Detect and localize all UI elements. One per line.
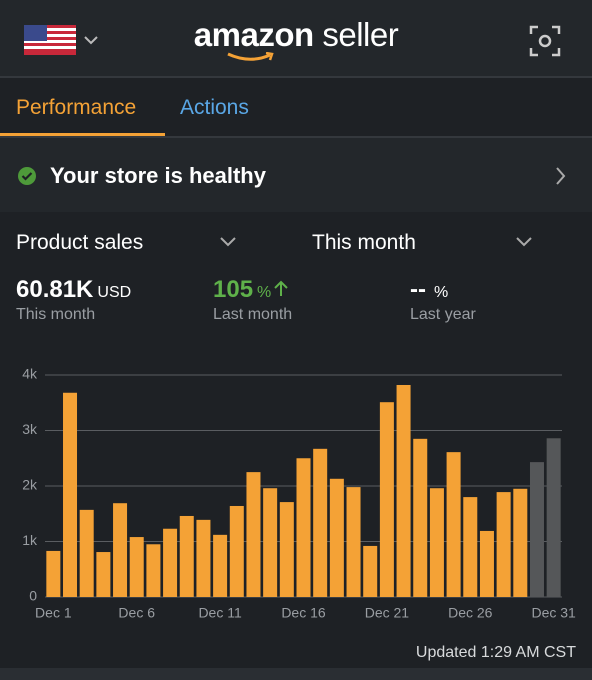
unit: USD xyxy=(97,284,132,301)
bar xyxy=(496,492,511,597)
y-tick-label: 1k xyxy=(22,532,38,548)
bar xyxy=(396,384,411,597)
updated-time: Updated 1:29 AM CST xyxy=(415,644,576,661)
bar xyxy=(546,438,561,597)
bar xyxy=(363,545,378,597)
tab[interactable]: Actions xyxy=(180,96,249,119)
unit: % xyxy=(433,284,449,301)
bottom-bar xyxy=(0,668,592,680)
metric-value: 105% xyxy=(213,276,289,304)
bar xyxy=(429,488,444,597)
period-selector[interactable]: This month xyxy=(312,231,416,254)
bar xyxy=(313,448,328,597)
x-tick-label: Dec 31 xyxy=(531,605,576,621)
logo-suffix: seller xyxy=(322,16,399,53)
logo-smile xyxy=(227,52,274,61)
bar xyxy=(229,505,244,597)
x-tick-label: Dec 26 xyxy=(448,605,493,621)
y-tick-label: 0 xyxy=(29,588,37,604)
unit: % xyxy=(257,284,272,301)
bar xyxy=(529,462,544,597)
sales-chart: 0 1k 2k 3k 4k Dec 1 Dec 6 Dec 11 Dec 16 Dec 21 Dec… xyxy=(22,366,576,621)
metric-label: Last month xyxy=(213,306,293,323)
bar xyxy=(379,402,394,597)
bar xyxy=(113,503,128,597)
x-tick-label: Dec 21 xyxy=(365,605,410,621)
bar xyxy=(79,509,94,597)
x-tick-label: Dec 11 xyxy=(198,605,242,621)
bar xyxy=(479,530,494,597)
country-selector[interactable] xyxy=(24,25,102,57)
value: 60.81K xyxy=(16,276,94,303)
bar xyxy=(346,487,361,597)
tab-indicator xyxy=(0,133,165,136)
bar xyxy=(213,534,228,597)
chevron xyxy=(556,167,566,185)
top-bar: amazon seller xyxy=(0,0,592,78)
bar xyxy=(179,515,194,597)
bar xyxy=(163,528,178,597)
bar xyxy=(263,488,278,597)
bar xyxy=(63,392,78,597)
bar xyxy=(146,544,161,597)
bar xyxy=(296,458,311,597)
tab-bar: Performance Actions xyxy=(0,78,592,138)
bar xyxy=(329,478,344,597)
bar xyxy=(196,519,211,597)
metric-value: 60.81K USD xyxy=(16,276,131,304)
metric-value: --% xyxy=(410,276,448,304)
bar xyxy=(463,497,478,597)
bar xyxy=(46,550,61,597)
bar xyxy=(413,438,428,597)
bar xyxy=(446,452,461,597)
metric-selector[interactable]: Product sales xyxy=(16,231,144,254)
metric-label: This month xyxy=(16,306,96,323)
tab[interactable]: Performance xyxy=(16,96,137,119)
value: -- xyxy=(410,276,426,303)
scan-button[interactable] xyxy=(529,25,561,57)
metric-label: Last year xyxy=(410,306,476,323)
status-text: Your store is healthy xyxy=(50,163,266,188)
dropdown-arrow xyxy=(220,237,236,247)
bar xyxy=(246,472,261,597)
y-tick-label: 2k xyxy=(22,477,38,493)
store-status[interactable]: Your store is healthy xyxy=(0,138,592,212)
value: 105 xyxy=(213,276,254,303)
dropdown-arrow xyxy=(516,237,532,247)
bar xyxy=(513,488,528,597)
x-tick-label: Dec 16 xyxy=(281,605,326,621)
y-tick-label: 3k xyxy=(22,421,38,437)
y-tick-label: 4k xyxy=(22,366,38,382)
bar xyxy=(96,552,111,597)
logo: amazon seller xyxy=(0,16,592,54)
x-tick-label: Dec 6 xyxy=(118,605,155,621)
bar xyxy=(129,537,144,597)
up-arrow xyxy=(274,280,288,296)
bar xyxy=(279,502,294,597)
logo-text: amazon xyxy=(193,16,314,53)
x-tick-label: Dec 1 xyxy=(35,605,72,621)
check-icon xyxy=(18,167,36,185)
